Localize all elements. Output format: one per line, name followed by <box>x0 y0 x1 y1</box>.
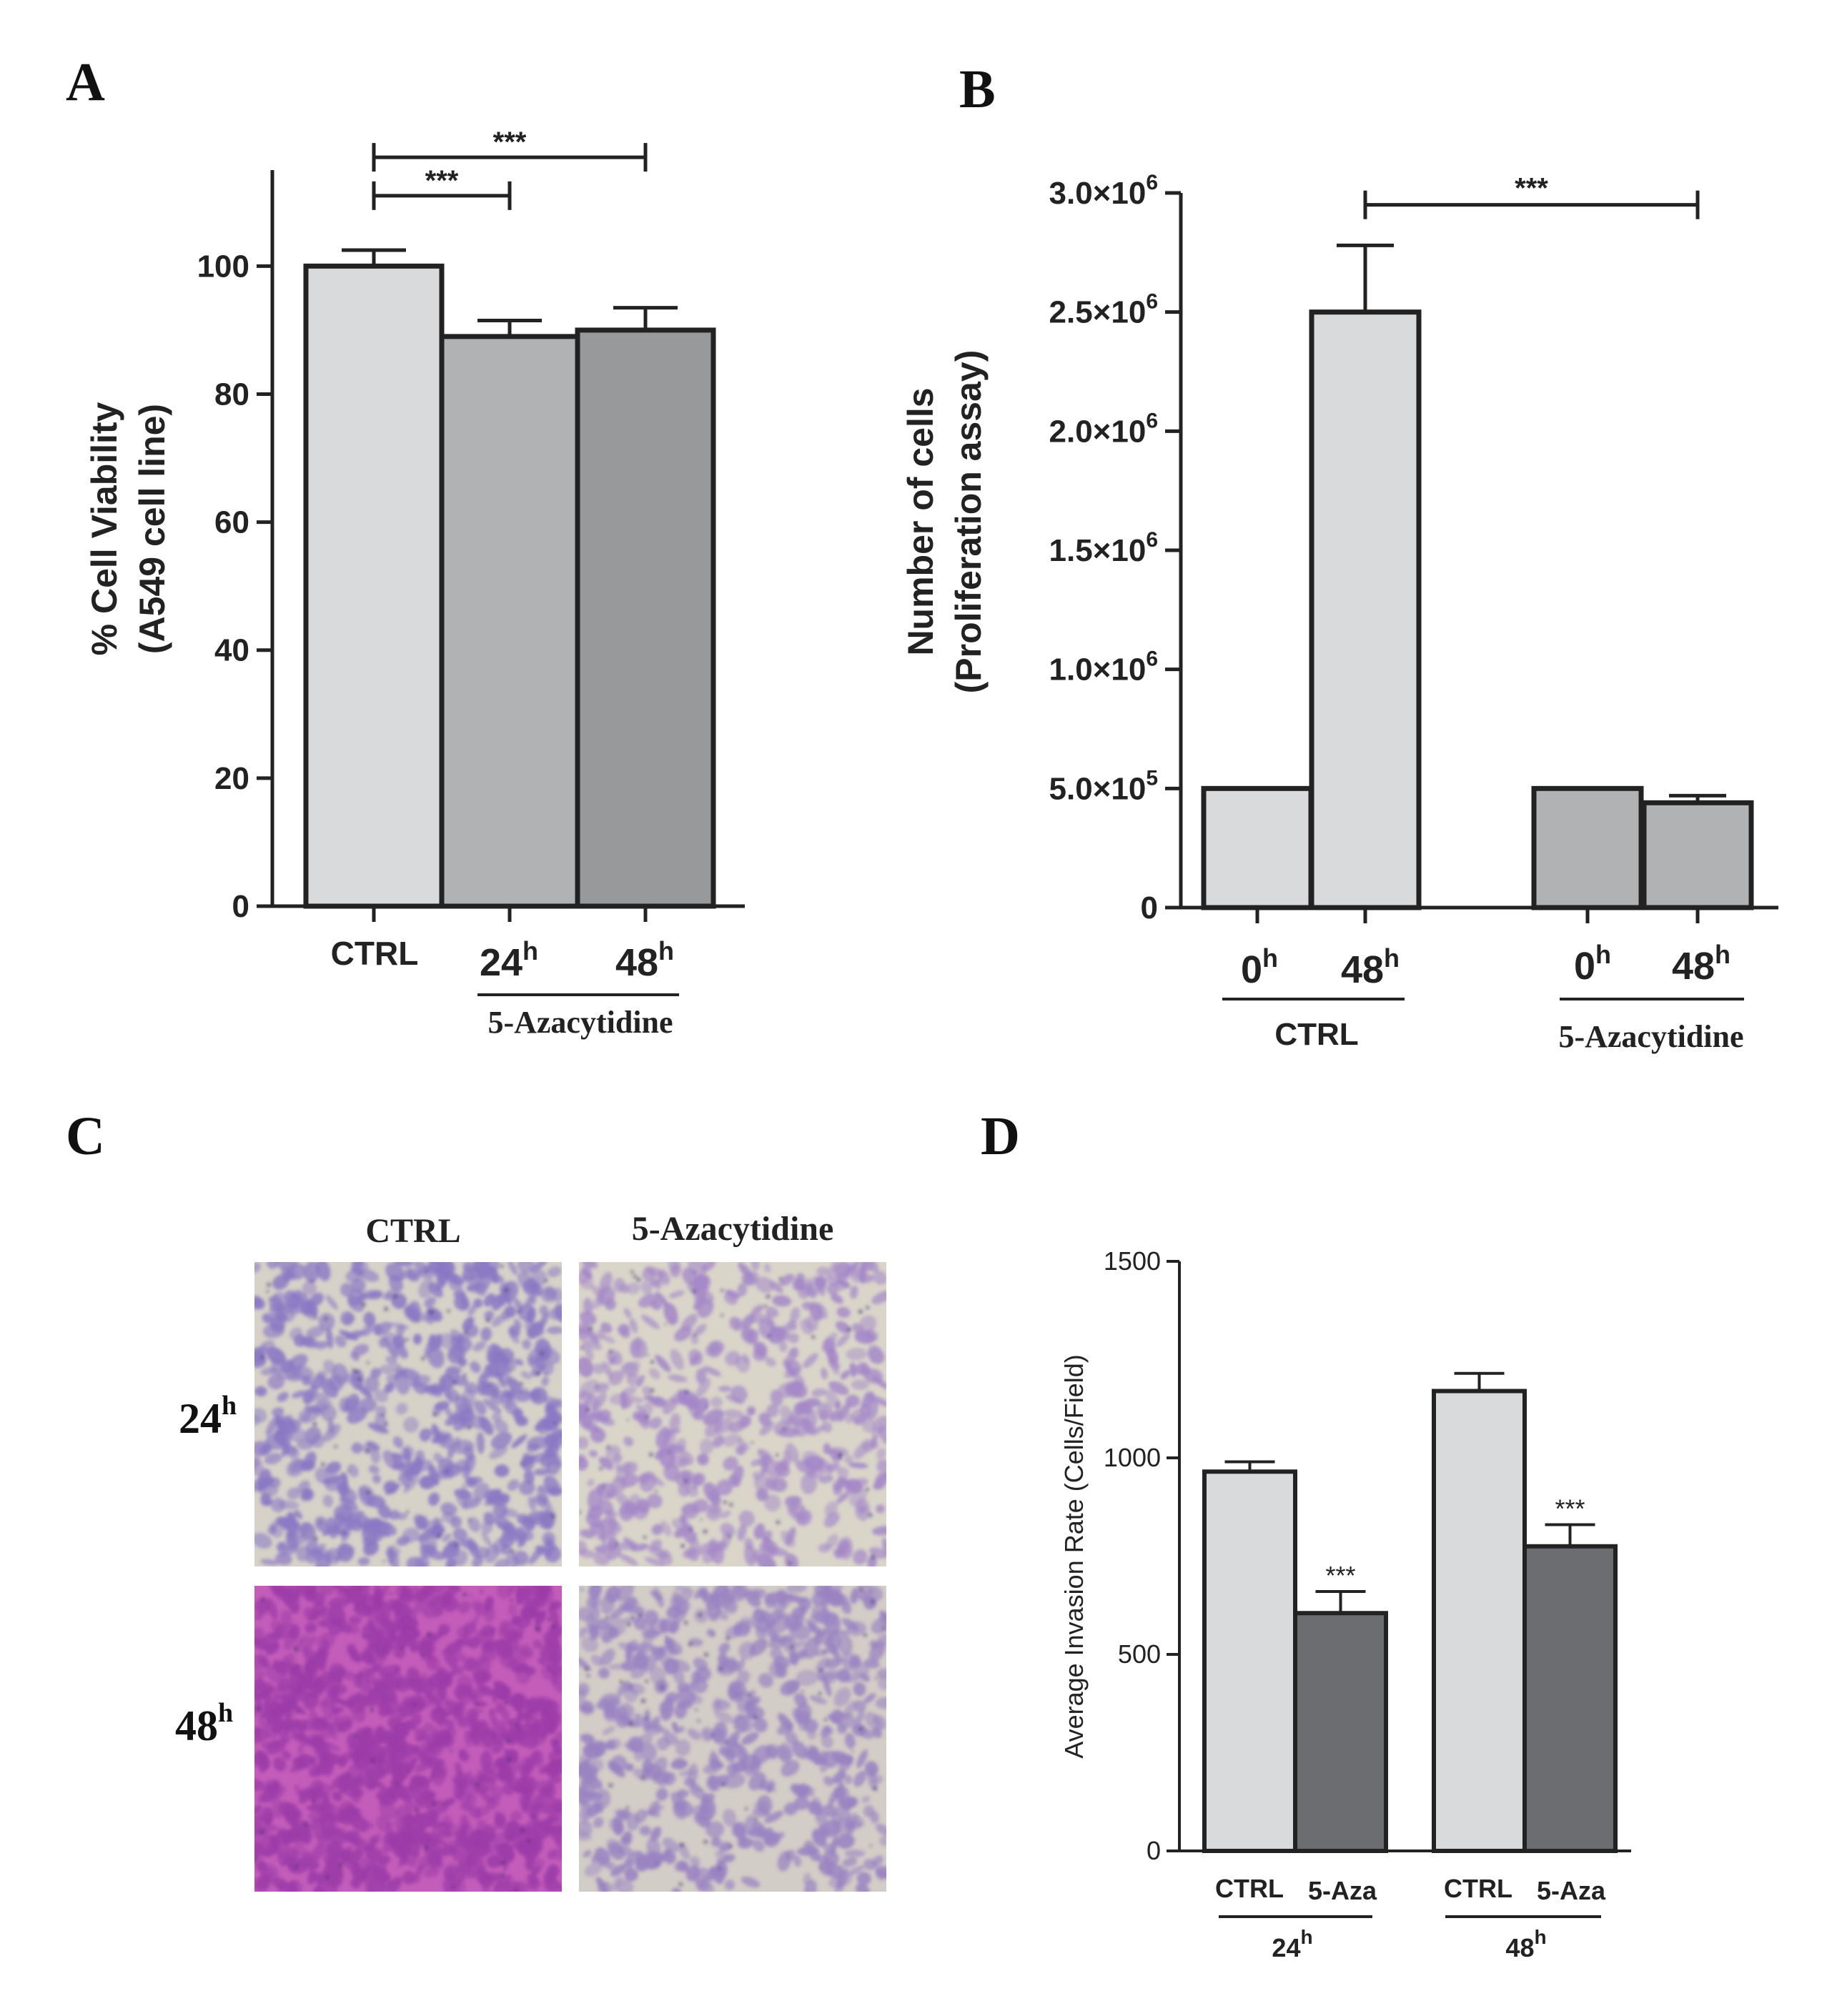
panel-a-y-tick-label: 0 <box>232 889 249 924</box>
panel-b-group-label-aza: 5-Azacytidine <box>1558 1019 1743 1054</box>
panel-a-category-ctrl: CTRL <box>331 935 419 972</box>
panel-d-y-axis-label: Average Invasion Rate (Cells/Field) <box>1059 1354 1089 1759</box>
panel-a-bar <box>575 327 716 909</box>
panel-b-significance-label: *** <box>1515 173 1548 204</box>
micrograph-ctrl-24h <box>254 1262 562 1566</box>
panel-letter-a: A <box>66 52 105 112</box>
panel-c-header-aza: 5-Azacytidine <box>632 1210 834 1248</box>
panel-d-group-label-24h: 24h <box>1272 1926 1312 1962</box>
panel-a-category-48h: 48h <box>615 936 674 984</box>
panel-b-y-axis-label-line1: Number of cells <box>901 387 941 655</box>
panel-d-y-tick-label: 500 <box>1118 1639 1161 1669</box>
panel-b-category-aza-0h: 0h <box>1574 940 1611 988</box>
panel-a-y-axis-label-line2: (A549 cell line) <box>132 404 172 654</box>
panel-d-category-aza-24h: 5-Aza <box>1308 1876 1377 1905</box>
panel-d-y-tick-label: 1500 <box>1104 1246 1161 1276</box>
panel-c-header-ctrl: CTRL <box>365 1212 460 1250</box>
panel-letter-b: B <box>959 59 996 119</box>
panel-b-y-tick-label: 1.5×106 <box>1049 528 1159 568</box>
panel-b-y-tick-label: 5.0×105 <box>1049 766 1159 806</box>
panel-a-group-label: 5-Azacytidine <box>487 1005 673 1040</box>
panel-b-bar <box>1531 785 1644 910</box>
panel-b-y-tick-label: 2.5×106 <box>1049 290 1159 330</box>
panel-b-bar <box>1641 800 1754 910</box>
panel-d-category-aza-48h: 5-Aza <box>1537 1876 1606 1905</box>
panel-d-y-tick-label: 1000 <box>1104 1443 1161 1472</box>
micrograph-aza-48h <box>579 1586 886 1892</box>
panel-d-invasion-rate-chart: 0 500 1000 1500 *** *** Average Invasion Rat… <box>1059 1246 1631 1962</box>
panel-d-group-label-48h: 48h <box>1505 1926 1546 1962</box>
panel-letter-c: C <box>66 1106 105 1166</box>
panel-b-group-label-ctrl: CTRL <box>1274 1017 1358 1052</box>
panel-b-bar <box>1201 785 1314 910</box>
panel-b-category-ctrl-48h: 48h <box>1341 943 1400 991</box>
panel-d-bar <box>1293 1611 1388 1853</box>
panel-a-y-tick-label: 60 <box>214 505 249 540</box>
panel-c-invasion-micrographs: CTRL 5-Azacytidine 24h 48h <box>175 1210 886 1892</box>
panel-b-y-tick-label: 0 <box>1141 890 1158 925</box>
micrograph-ctrl-48h <box>254 1586 562 1892</box>
panel-a-y-tick-label: 40 <box>214 633 249 668</box>
panel-b-proliferation-chart: 0 5.0×105 1.0×106 1.5×106 2.0×106 2.5×106 3.0×… <box>901 171 1778 1054</box>
panel-a-y-tick-label: 20 <box>214 761 249 796</box>
panel-d-bar <box>1202 1469 1297 1853</box>
panel-d-bar <box>1432 1389 1527 1853</box>
panel-d-bar <box>1522 1544 1618 1853</box>
panel-b-y-tick-label: 3.0×106 <box>1049 171 1159 211</box>
panel-letter-d: D <box>981 1106 1020 1166</box>
panel-a-bar <box>439 334 580 909</box>
panel-b-y-axis-label-line2: (Proliferation assay) <box>949 350 989 694</box>
panel-a-y-axis-label-line1: % Cell Viability <box>84 402 124 655</box>
panel-b-y-tick-label: 1.0×106 <box>1049 647 1159 687</box>
panel-d-significance-label: *** <box>1325 1561 1355 1590</box>
panel-b-category-ctrl-0h: 0h <box>1241 943 1278 991</box>
panel-b-bar <box>1309 309 1422 910</box>
panel-a-y-tick-label: 100 <box>197 249 249 284</box>
panel-b-category-aza-48h: 48h <box>1672 940 1730 988</box>
panel-b-y-tick-label: 2.0×106 <box>1049 409 1159 449</box>
panel-d-y-tick-label: 0 <box>1147 1836 1161 1865</box>
panel-c-row-label-24h: 24h <box>179 1391 237 1442</box>
panel-a-y-tick-label: 80 <box>214 377 249 412</box>
panel-a-cell-viability-chart: 0 20 40 60 80 100 *** *** % Cell Viability (A5… <box>84 126 745 1040</box>
panel-c-row-label-48h: 48h <box>175 1698 233 1749</box>
panel-d-category-ctrl-48h: CTRL <box>1444 1874 1512 1903</box>
panel-a-category-24h: 24h <box>480 936 538 984</box>
panel-a-significance-label: *** <box>425 165 459 197</box>
panel-a-bar <box>303 263 445 909</box>
panel-a-significance-label: *** <box>493 126 527 158</box>
panel-d-category-ctrl-24h: CTRL <box>1215 1874 1284 1903</box>
panel-d-significance-label: *** <box>1555 1494 1585 1524</box>
micrograph-aza-24h <box>579 1262 886 1566</box>
